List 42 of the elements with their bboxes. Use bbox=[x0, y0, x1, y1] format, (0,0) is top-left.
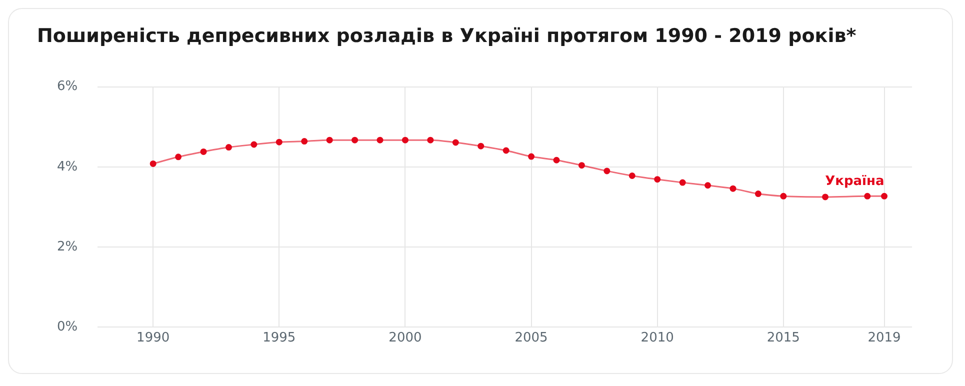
point bbox=[628, 172, 636, 179]
point bbox=[578, 162, 585, 169]
series-label: Україна bbox=[825, 174, 884, 190]
point bbox=[402, 136, 408, 144]
point bbox=[604, 168, 610, 174]
point bbox=[864, 192, 871, 200]
point bbox=[654, 176, 661, 183]
point bbox=[452, 139, 459, 146]
y-tick-label: 0% bbox=[57, 320, 78, 335]
point bbox=[528, 153, 535, 160]
point bbox=[478, 142, 484, 150]
point bbox=[352, 136, 358, 144]
point bbox=[502, 147, 510, 154]
point bbox=[881, 192, 888, 200]
x-tick-label: 1990 bbox=[136, 330, 170, 346]
point bbox=[754, 190, 762, 198]
x-tick-label: 2005 bbox=[514, 330, 548, 346]
point bbox=[301, 138, 308, 145]
x-tick-label: 1995 bbox=[262, 330, 296, 346]
x-tick-label: 2010 bbox=[640, 330, 674, 346]
point bbox=[780, 192, 787, 200]
point bbox=[150, 160, 156, 167]
y-tick-label: 6% bbox=[57, 79, 78, 94]
x-tick-label: 2000 bbox=[388, 330, 422, 346]
point bbox=[427, 136, 434, 144]
point bbox=[175, 154, 182, 160]
point bbox=[250, 141, 258, 148]
point bbox=[225, 144, 232, 151]
point bbox=[276, 138, 282, 146]
y-tick-label: 4% bbox=[57, 159, 78, 174]
point bbox=[553, 156, 560, 164]
point bbox=[326, 136, 333, 144]
y-tick-label: 2% bbox=[57, 239, 78, 254]
point bbox=[822, 194, 829, 200]
point bbox=[679, 179, 686, 186]
x-tick-label: 2019 bbox=[868, 330, 901, 346]
point bbox=[200, 148, 207, 155]
point bbox=[376, 136, 384, 144]
x-tick-label: 2015 bbox=[766, 330, 800, 346]
point bbox=[704, 182, 712, 189]
point bbox=[730, 185, 736, 192]
chart-title: Поширеність депресивних розладів в Україні протягом 1990 - 2019 років* bbox=[37, 25, 858, 47]
